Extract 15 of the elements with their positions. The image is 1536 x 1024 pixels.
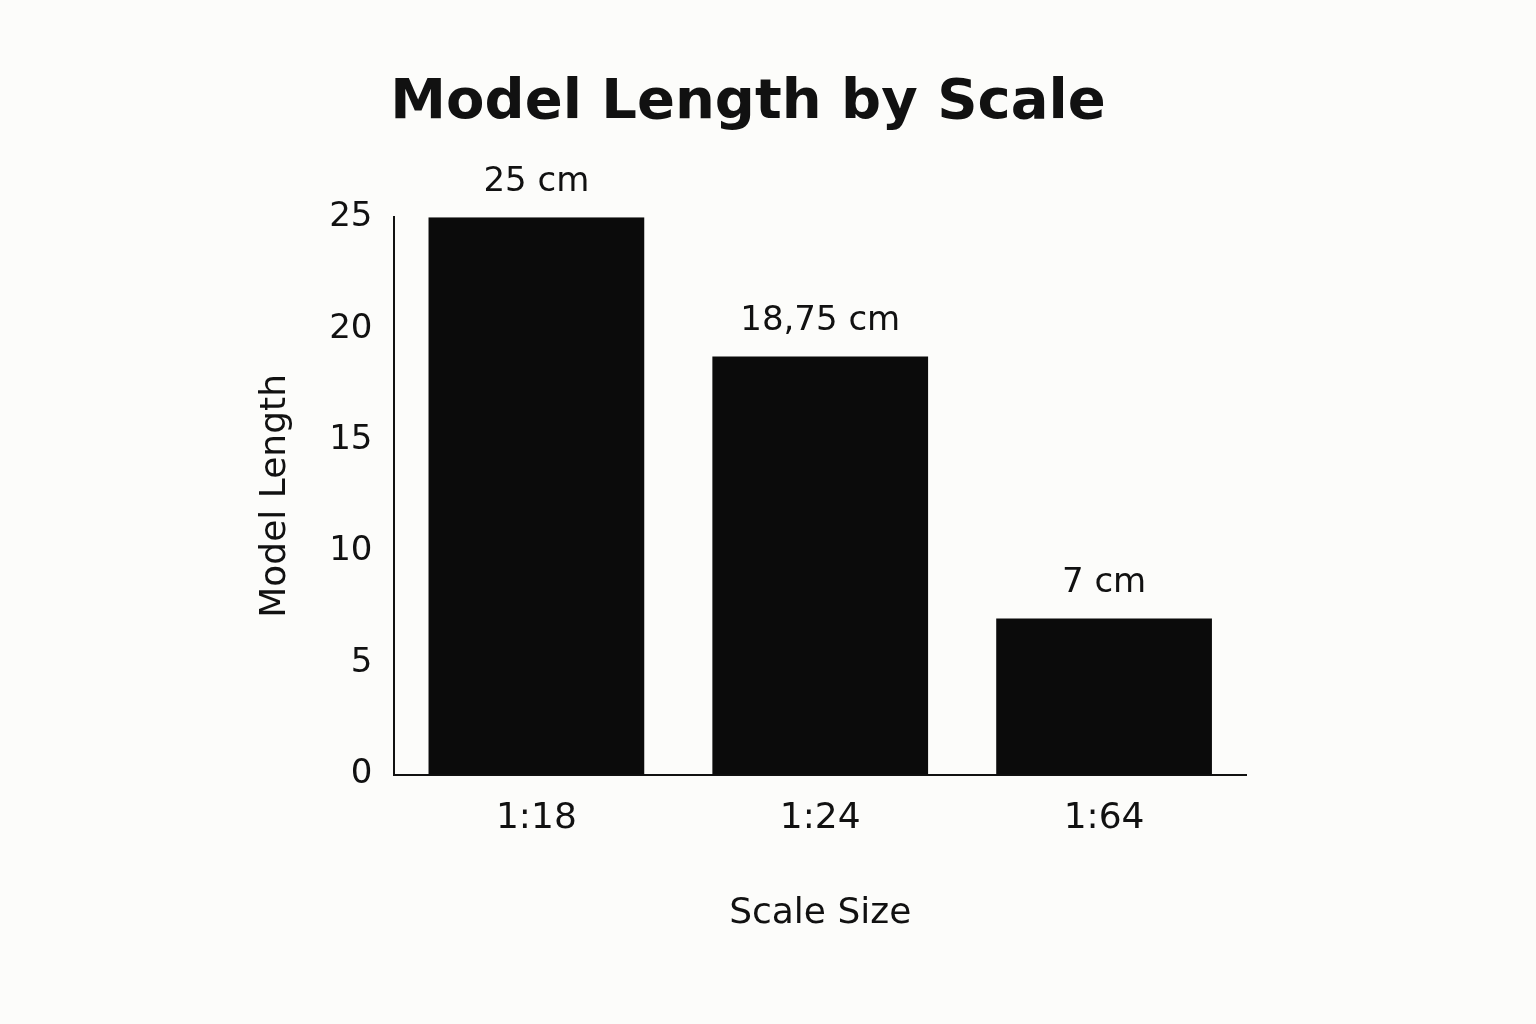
x-axis-title: Scale Size bbox=[729, 889, 912, 931]
data-label: 25 cm bbox=[483, 159, 590, 200]
y-axis-title: Model Length bbox=[251, 374, 293, 618]
x-tick-label: 1:24 bbox=[779, 794, 861, 836]
data-label: 7 cm bbox=[1061, 560, 1147, 601]
y-tick-label: 0 bbox=[350, 751, 373, 792]
y-tick-label: 25 bbox=[329, 194, 373, 235]
data-label: 18,75 cm bbox=[740, 298, 901, 339]
y-tick-label: 15 bbox=[329, 416, 373, 457]
y-tick-label: 20 bbox=[329, 305, 373, 346]
chart-title: Model Length by Scale bbox=[390, 66, 1106, 132]
y-tick-label: 5 bbox=[350, 639, 373, 680]
x-tick-label: 1:64 bbox=[1063, 794, 1145, 836]
x-tick-label: 1:18 bbox=[495, 794, 577, 836]
y-tick-label: 10 bbox=[329, 528, 373, 569]
